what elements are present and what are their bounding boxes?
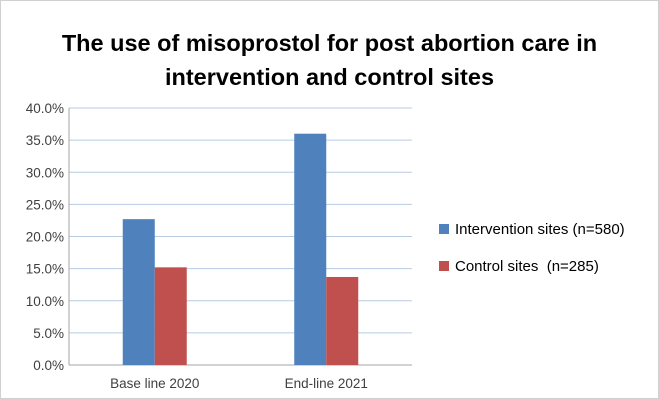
bar-intervention-1: [122, 219, 155, 365]
bar-control-2: [326, 276, 359, 365]
chart-title: The use of misoprostol for post abortion…: [0, 26, 659, 94]
y-axis-ticks: 0.0% 5.0% 10.0% 15.0% 20.0% 25.0% 30.0% 35.0% 40…: [26, 101, 64, 373]
legend: Intervention sites (n=580) Control sites…: [439, 219, 625, 293]
y-tick-label: 5.0%: [33, 326, 64, 341]
legend-label-control: Control sites (n=285): [455, 257, 599, 275]
bars: [122, 133, 359, 365]
bar-control-1: [154, 267, 187, 365]
x-axis-labels: Base line 2020 End-line 2021: [110, 376, 368, 391]
gridlines: [69, 107, 412, 334]
y-tick-label: 15.0%: [26, 262, 64, 277]
y-tick-label: 20.0%: [26, 230, 64, 245]
legend-label-intervention: Intervention sites (n=580): [455, 220, 625, 238]
y-tick-label: 25.0%: [26, 197, 64, 212]
legend-item-control: Control sites (n=285): [439, 256, 625, 276]
chart-title-line-2: intervention and control sites: [164, 64, 495, 90]
chart-title-line-1: The use of misoprostol for post abortion…: [61, 30, 598, 56]
x-tick-label: Base line 2020: [110, 376, 199, 391]
x-tick-label: End-line 2021: [285, 376, 368, 391]
bar-intervention-2: [294, 133, 327, 365]
y-tick-label: 0.0%: [33, 358, 64, 373]
y-tick-label: 10.0%: [26, 294, 64, 309]
legend-swatch-control: [439, 261, 449, 271]
y-tick-label: 35.0%: [26, 133, 64, 148]
y-tick-label: 30.0%: [26, 165, 64, 180]
y-tick-label: 40.0%: [26, 101, 64, 116]
legend-swatch-intervention: [439, 224, 449, 234]
legend-item-intervention: Intervention sites (n=580): [439, 219, 625, 239]
